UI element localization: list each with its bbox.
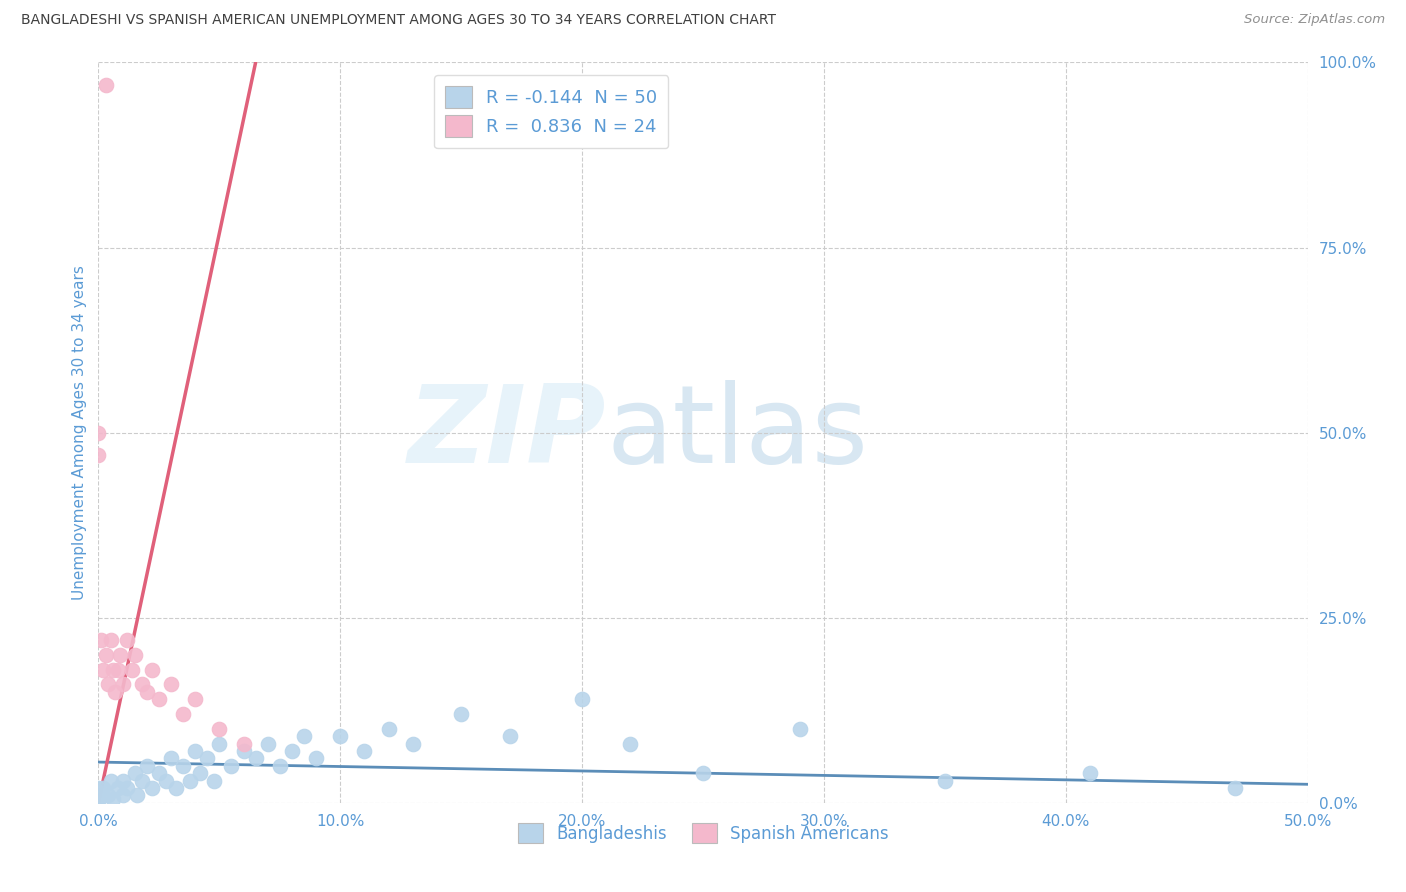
Point (87, 792, 110, 806)
Point (135, 758, 157, 772)
Point (111, 773, 134, 788)
Point (165, 780, 187, 795)
Point (135, 685, 157, 699)
Point (172, 706, 194, 721)
Point (124, 648, 146, 662)
Point (131, 773, 153, 788)
Point (179, 773, 201, 788)
Point (101, 663, 124, 677)
Point (148, 766, 170, 780)
Point (571, 692, 593, 706)
Point (172, 758, 194, 772)
Point (107, 663, 129, 677)
Point (402, 737, 425, 751)
Point (91, 663, 114, 677)
Point (619, 737, 641, 751)
Point (498, 729, 520, 743)
Point (100, 773, 122, 788)
Point (232, 744, 254, 758)
Point (208, 737, 231, 751)
Point (1078, 766, 1101, 780)
Point (305, 751, 328, 765)
Point (97, 677, 120, 691)
Point (221, 758, 243, 772)
Point (692, 766, 714, 780)
Point (208, 722, 231, 736)
Point (91, 780, 114, 795)
Point (292, 729, 315, 743)
Point (117, 780, 139, 795)
Point (188, 766, 211, 780)
Point (87, 785, 110, 799)
Point (94, 648, 117, 662)
Point (90, 632, 112, 647)
Text: ZIP: ZIP (408, 380, 606, 485)
Point (281, 744, 304, 758)
Point (107, 780, 129, 795)
Point (245, 751, 267, 765)
Point (148, 692, 170, 706)
Point (87, 448, 110, 462)
Text: atlas: atlas (606, 380, 869, 485)
Point (121, 663, 143, 677)
Text: BANGLADESHI VS SPANISH AMERICAN UNEMPLOYMENT AMONG AGES 30 TO 34 YEARS CORRELATI: BANGLADESHI VS SPANISH AMERICAN UNEMPLOY… (21, 13, 776, 28)
Point (87, 780, 110, 795)
Point (97, 789, 120, 803)
Point (184, 744, 207, 758)
Legend: Bangladeshis, Spanish Americans: Bangladeshis, Spanish Americans (510, 816, 896, 850)
Point (1223, 780, 1246, 795)
Point (111, 789, 134, 803)
Point (789, 722, 811, 736)
Point (87, 789, 110, 803)
Point (256, 737, 278, 751)
Point (155, 773, 177, 788)
Point (101, 792, 124, 806)
Point (131, 677, 153, 691)
Point (87, 796, 110, 810)
Point (377, 722, 399, 736)
Point (204, 773, 226, 788)
Point (160, 751, 183, 765)
Point (94, 78, 117, 92)
Point (141, 780, 163, 795)
Point (100, 632, 122, 647)
Point (111, 677, 134, 691)
Point (108, 648, 131, 662)
Point (329, 729, 352, 743)
Point (160, 677, 183, 691)
Point (127, 789, 149, 803)
Point (117, 632, 139, 647)
Point (450, 706, 472, 721)
Point (195, 751, 218, 765)
Point (104, 685, 127, 699)
Point (269, 758, 291, 772)
Point (232, 737, 254, 751)
Y-axis label: Unemployment Among Ages 30 to 34 years: Unemployment Among Ages 30 to 34 years (72, 265, 87, 600)
Point (934, 773, 956, 788)
Text: Source: ZipAtlas.com: Source: ZipAtlas.com (1244, 13, 1385, 27)
Point (87, 425, 110, 440)
Point (124, 766, 146, 780)
Point (184, 692, 207, 706)
Point (353, 744, 375, 758)
Point (141, 663, 163, 677)
